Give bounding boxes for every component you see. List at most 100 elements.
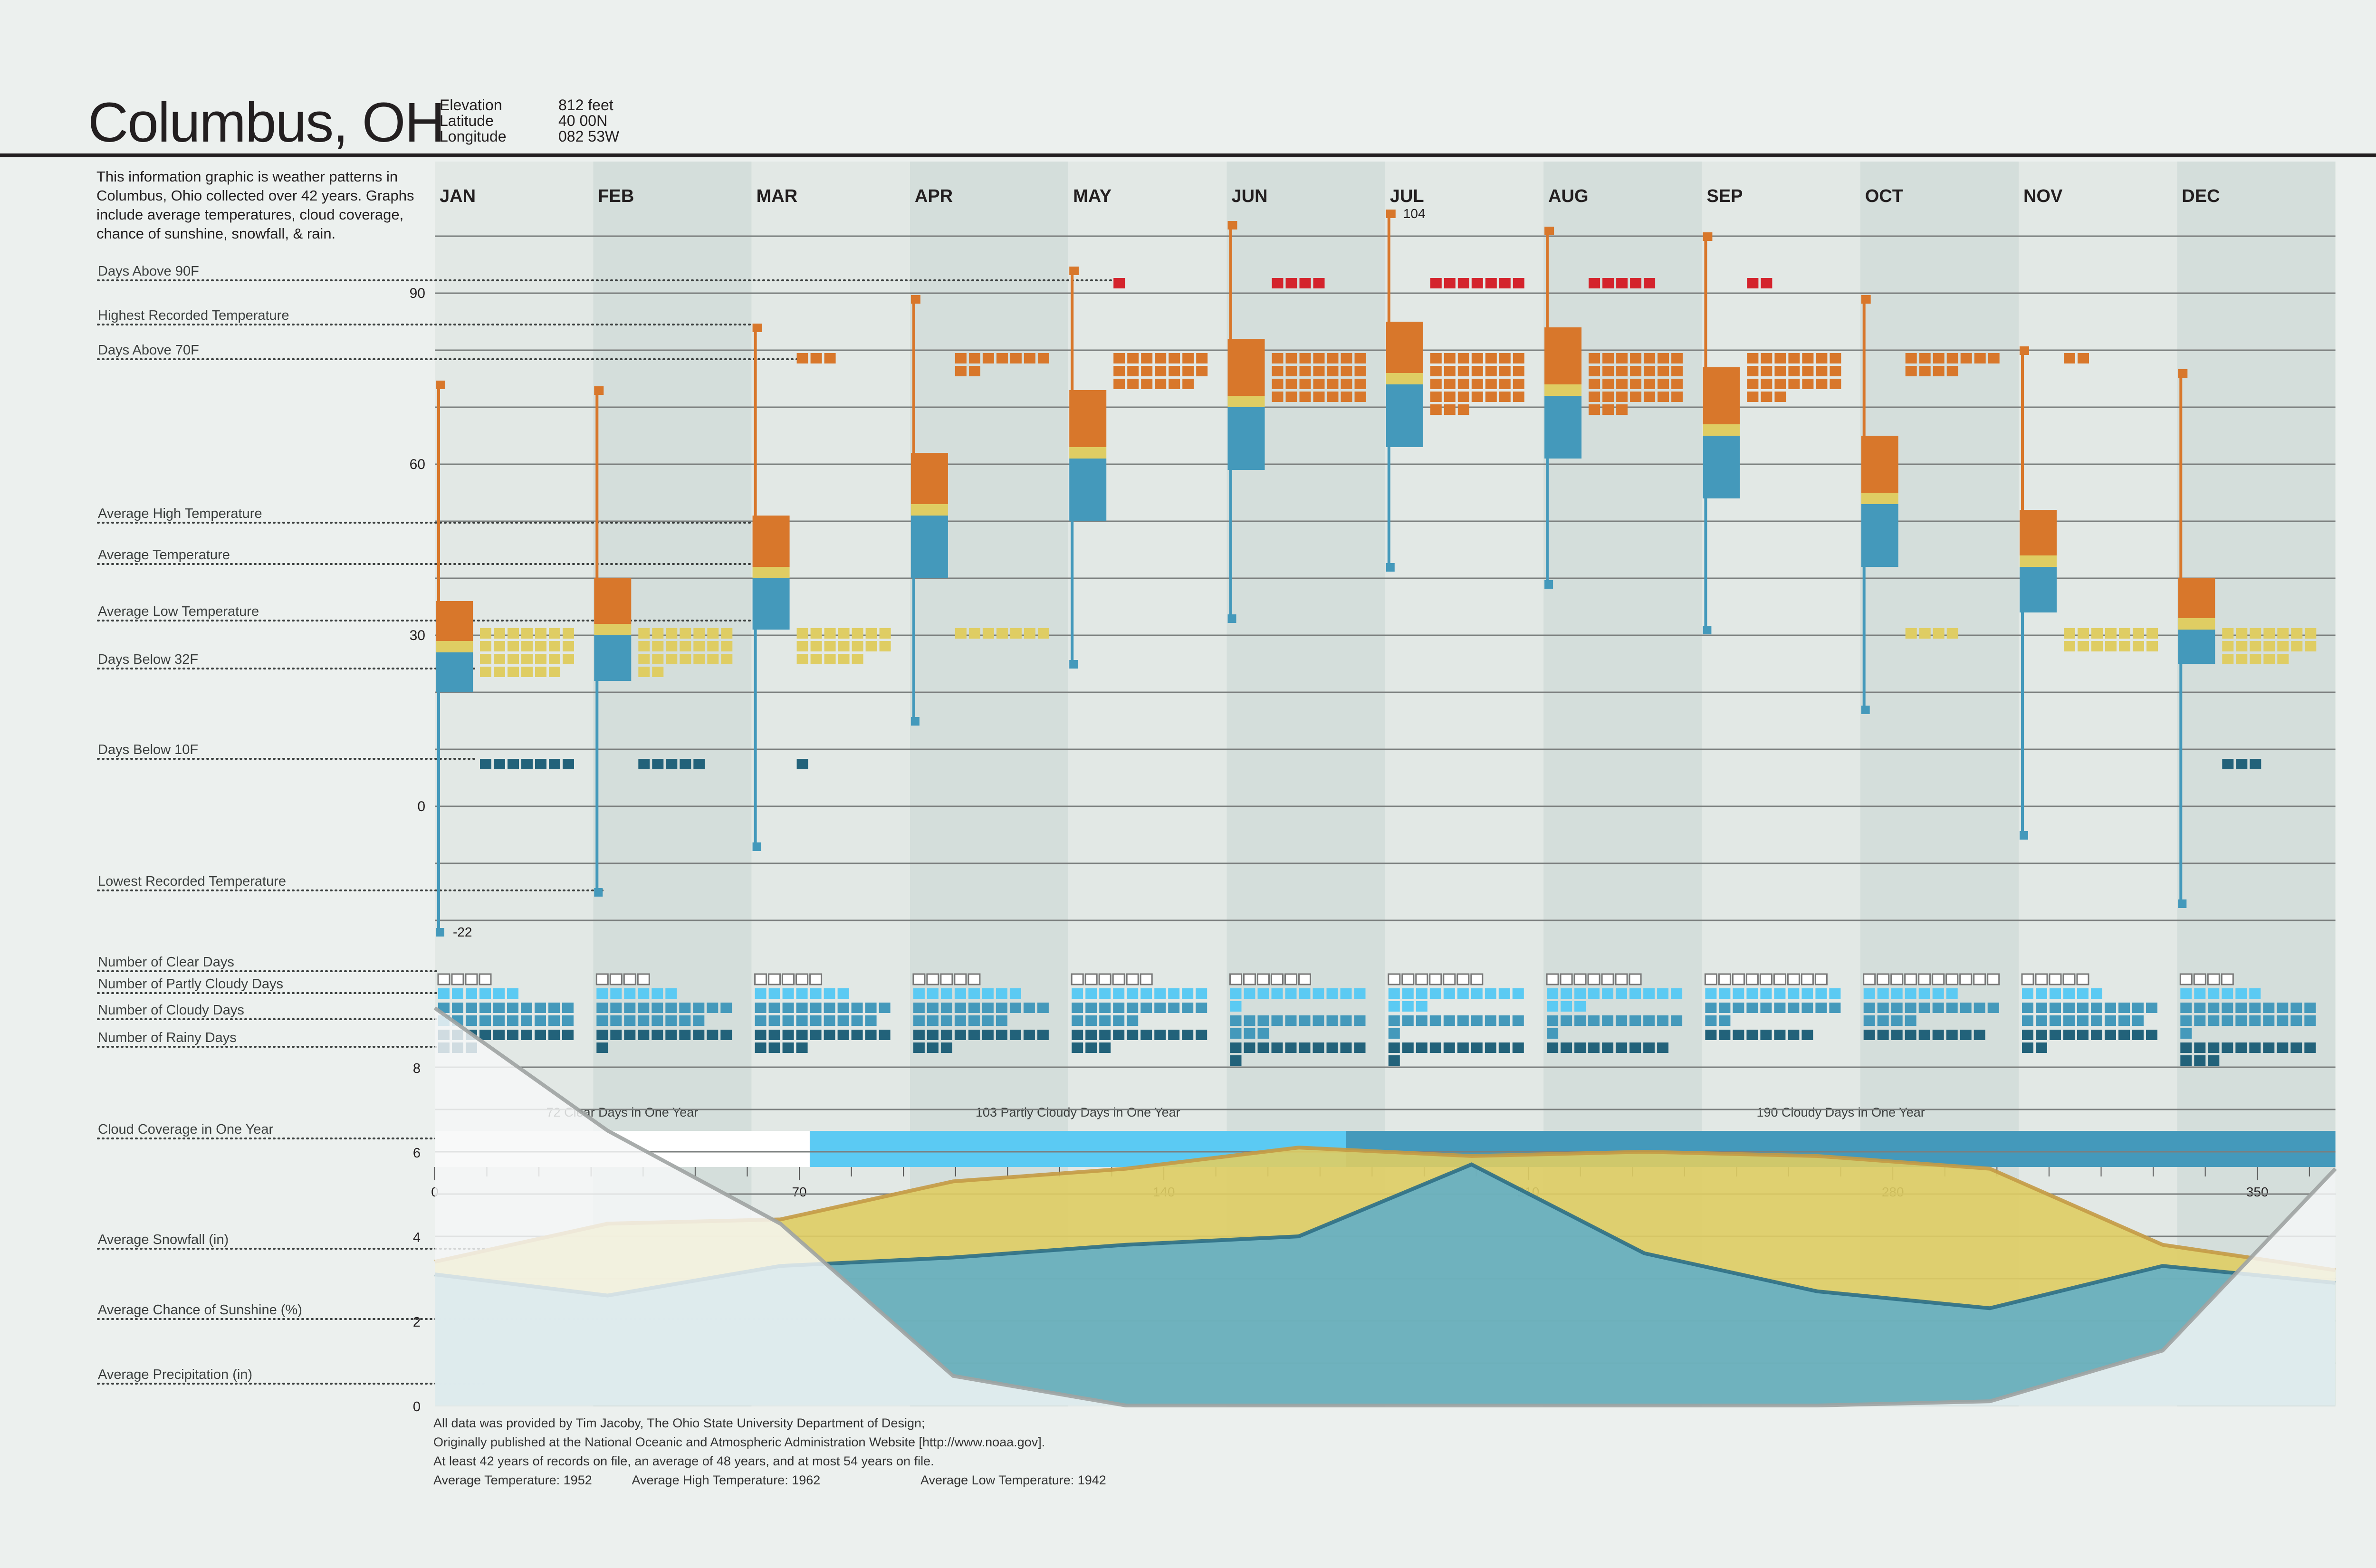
day-above-70-square <box>1747 392 1759 402</box>
day-below-32-square <box>707 628 719 639</box>
cloudy-day-square <box>2194 1003 2206 1013</box>
rainy-day-square <box>2063 1030 2075 1040</box>
clear-day-square <box>2076 973 2089 985</box>
day-below-32-square <box>508 628 519 639</box>
partly-day-square <box>1299 988 1311 999</box>
cloudy-day-square <box>810 1003 822 1013</box>
temperature-annotation: 104 <box>1403 206 1426 221</box>
clear-day-square <box>1456 973 1470 985</box>
day-above-70-square <box>1285 353 1297 363</box>
cloudy-day-square <box>507 1003 518 1013</box>
partly-day-square <box>2091 988 2102 999</box>
rainy-day-square <box>2118 1030 2130 1040</box>
cloudy-day-square <box>1244 1015 1255 1026</box>
clear-day-square <box>2179 973 2193 985</box>
day-below-32-square <box>2133 628 2144 639</box>
cloudy-day-square <box>2022 1015 2033 1026</box>
day-above-70-square <box>1182 379 1194 389</box>
partly-day-square <box>2249 988 2261 999</box>
avg-temp-band <box>1227 396 1265 407</box>
rainy-day-square <box>913 1030 925 1040</box>
rainy-day-square <box>2222 1042 2233 1053</box>
day-below-32-square <box>2236 654 2248 664</box>
cloudy-day-square <box>493 1015 505 1026</box>
rainy-day-square <box>720 1030 732 1040</box>
day-below-32-square <box>2091 628 2103 639</box>
day-above-70-square <box>1946 366 1958 376</box>
partly-day-square <box>1485 988 1496 999</box>
rainy-day-square <box>1023 1030 1035 1040</box>
avg-low-bar <box>1861 504 1898 567</box>
day-below-32-square <box>2263 654 2275 664</box>
day-above-90-square <box>1747 278 1759 288</box>
rainy-day-square <box>1485 1042 1496 1053</box>
day-above-70-square <box>2064 353 2075 363</box>
record-low-marker <box>910 717 920 726</box>
avg-high-year: Average High Temperature: 1962 <box>632 1473 821 1487</box>
day-above-90-square <box>1616 278 1628 288</box>
day-above-70-square <box>1657 392 1669 402</box>
day-above-70-square <box>1589 353 1600 363</box>
day-above-70-square <box>1169 353 1180 363</box>
month-label-sep: SEP <box>1706 186 1743 206</box>
day-below-32-square <box>838 641 850 651</box>
day-above-70-square <box>1499 353 1511 363</box>
cloudy-day-square <box>2091 1003 2102 1013</box>
partly-day-square <box>1196 988 1207 999</box>
day-below-32-square <box>2133 641 2144 651</box>
record-high-marker <box>910 295 920 304</box>
clear-day-square <box>968 973 981 985</box>
partly-day-square <box>2036 988 2047 999</box>
day-above-90-square <box>1485 278 1497 288</box>
row-label-avg-high: Average High Temperature <box>98 506 262 521</box>
cloudy-day-square <box>562 1015 574 1026</box>
partly-day-square <box>2222 988 2233 999</box>
header-divider <box>0 153 2376 157</box>
day-below-32-square <box>652 667 664 677</box>
day-above-70-square <box>1602 404 1614 415</box>
clear-day-square <box>637 973 650 985</box>
clear-day-square <box>1863 973 1876 985</box>
day-below-32-square <box>494 654 505 664</box>
day-above-70-square <box>1196 353 1208 363</box>
partly-day-square <box>1891 988 1903 999</box>
day-above-70-square <box>1313 366 1325 376</box>
avg-low-bar <box>2020 567 2057 612</box>
y-tick-label: 0 <box>417 799 425 814</box>
row-label-sunshine: Average Chance of Sunshine (%) <box>98 1302 302 1318</box>
rainy-day-square <box>1085 1030 1097 1040</box>
day-below-10-square <box>521 759 533 769</box>
partly-day-square <box>1574 1001 1586 1012</box>
cloudy-day-square <box>679 1003 691 1013</box>
rainy-day-square <box>1788 1030 1800 1040</box>
record-high-marker <box>2178 369 2188 378</box>
row-label-lowest-recorded: Lowest Recorded Temperature <box>98 874 286 889</box>
cloudy-day-square <box>1154 1003 1166 1013</box>
partly-day-square <box>1257 988 1269 999</box>
clear-day-square <box>1745 973 1759 985</box>
day-below-32-square <box>508 641 519 651</box>
day-below-10-square <box>2222 759 2234 769</box>
rainy-day-square <box>2022 1030 2033 1040</box>
day-above-70-square <box>1444 353 1456 363</box>
day-above-70-square <box>1485 366 1497 376</box>
avg-high-bar <box>1703 367 1740 424</box>
rainy-day-square <box>2194 1055 2206 1066</box>
day-below-10-square <box>563 759 574 769</box>
footer-line-1: All data was provided by Tim Jacoby, The… <box>433 1416 925 1430</box>
day-below-32-square <box>2222 641 2234 651</box>
y-tick-label: 90 <box>410 286 425 301</box>
avg-temp-band <box>2178 618 2215 630</box>
day-above-70-square <box>1155 353 1167 363</box>
day-below-32-square <box>2091 641 2103 651</box>
cloudy-day-square <box>1643 1015 1655 1026</box>
record-high-marker <box>1227 221 1237 229</box>
day-above-70-square <box>1671 379 1683 389</box>
rainy-day-square <box>2208 1042 2220 1053</box>
partly-day-square <box>1085 988 1097 999</box>
longitude-label: Longitude <box>440 128 507 145</box>
rainy-day-square <box>1402 1042 1414 1053</box>
day-above-70-square <box>1602 392 1614 402</box>
partly-day-square <box>1719 988 1731 999</box>
